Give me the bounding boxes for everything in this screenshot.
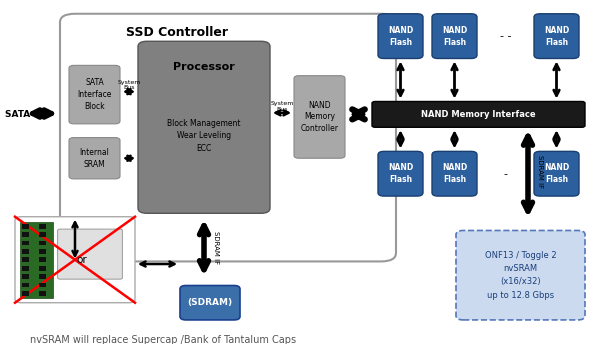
- FancyBboxPatch shape: [378, 151, 423, 196]
- Text: Block Management
Wear Leveling
ECC: Block Management Wear Leveling ECC: [167, 119, 241, 153]
- FancyBboxPatch shape: [180, 286, 240, 320]
- Bar: [22, 232, 29, 237]
- FancyBboxPatch shape: [534, 151, 579, 196]
- FancyBboxPatch shape: [432, 151, 477, 196]
- Bar: [39, 283, 46, 288]
- Bar: [22, 249, 29, 254]
- Text: NAND
Memory
Controller: NAND Memory Controller: [301, 101, 338, 133]
- Text: - -: - -: [500, 31, 511, 41]
- Text: (SDRAM): (SDRAM): [187, 298, 233, 307]
- Text: Processor: Processor: [173, 62, 235, 72]
- Text: NAND
Flash: NAND Flash: [388, 163, 413, 184]
- Bar: [39, 232, 46, 237]
- Text: SSD Controller: SSD Controller: [126, 26, 228, 39]
- Text: System
Bus: System Bus: [118, 80, 140, 90]
- Text: SATA I/F: SATA I/F: [5, 109, 46, 118]
- Text: NAND
Flash: NAND Flash: [544, 26, 569, 46]
- Text: NAND
Flash: NAND Flash: [442, 163, 467, 184]
- Bar: [39, 224, 46, 228]
- Bar: [20, 222, 53, 298]
- FancyBboxPatch shape: [432, 14, 477, 58]
- FancyBboxPatch shape: [69, 138, 120, 179]
- Text: or: or: [77, 255, 88, 265]
- Bar: [22, 240, 29, 245]
- Text: nvSRAM will replace Supercap /Bank of Tantalum Caps: nvSRAM will replace Supercap /Bank of Ta…: [30, 335, 296, 344]
- Text: NAND
Flash: NAND Flash: [544, 163, 569, 184]
- Bar: [39, 249, 46, 254]
- FancyBboxPatch shape: [372, 101, 585, 127]
- Text: System
Bus: System Bus: [271, 101, 293, 111]
- FancyBboxPatch shape: [60, 14, 396, 261]
- Bar: [22, 291, 29, 296]
- Bar: [22, 257, 29, 262]
- Bar: [39, 291, 46, 296]
- Bar: [39, 240, 46, 245]
- Bar: [39, 274, 46, 279]
- Bar: [39, 266, 46, 271]
- FancyBboxPatch shape: [534, 14, 579, 58]
- Bar: [22, 274, 29, 279]
- FancyBboxPatch shape: [378, 14, 423, 58]
- Bar: [39, 257, 46, 262]
- Text: Internal
SRAM: Internal SRAM: [80, 148, 109, 169]
- Text: SDRAM IF: SDRAM IF: [213, 231, 219, 264]
- Text: ONF13 / Toggle 2
nvSRAM
(x16/x32)
up to 12.8 Gbps: ONF13 / Toggle 2 nvSRAM (x16/x32) up to …: [485, 251, 556, 300]
- Text: NAND Memory Interface: NAND Memory Interface: [421, 110, 536, 119]
- FancyBboxPatch shape: [69, 65, 120, 124]
- Text: SATA
Interface
Block: SATA Interface Block: [77, 78, 112, 111]
- Text: NAND
Flash: NAND Flash: [388, 26, 413, 46]
- FancyBboxPatch shape: [456, 230, 585, 320]
- Text: NAND
Flash: NAND Flash: [442, 26, 467, 46]
- Bar: [22, 283, 29, 288]
- FancyBboxPatch shape: [15, 217, 135, 303]
- FancyBboxPatch shape: [138, 41, 270, 213]
- FancyBboxPatch shape: [294, 76, 345, 158]
- Bar: [22, 266, 29, 271]
- Bar: [22, 224, 29, 228]
- Text: SDRAM IF: SDRAM IF: [537, 155, 543, 189]
- Text: -: -: [503, 169, 508, 179]
- FancyBboxPatch shape: [58, 229, 122, 279]
